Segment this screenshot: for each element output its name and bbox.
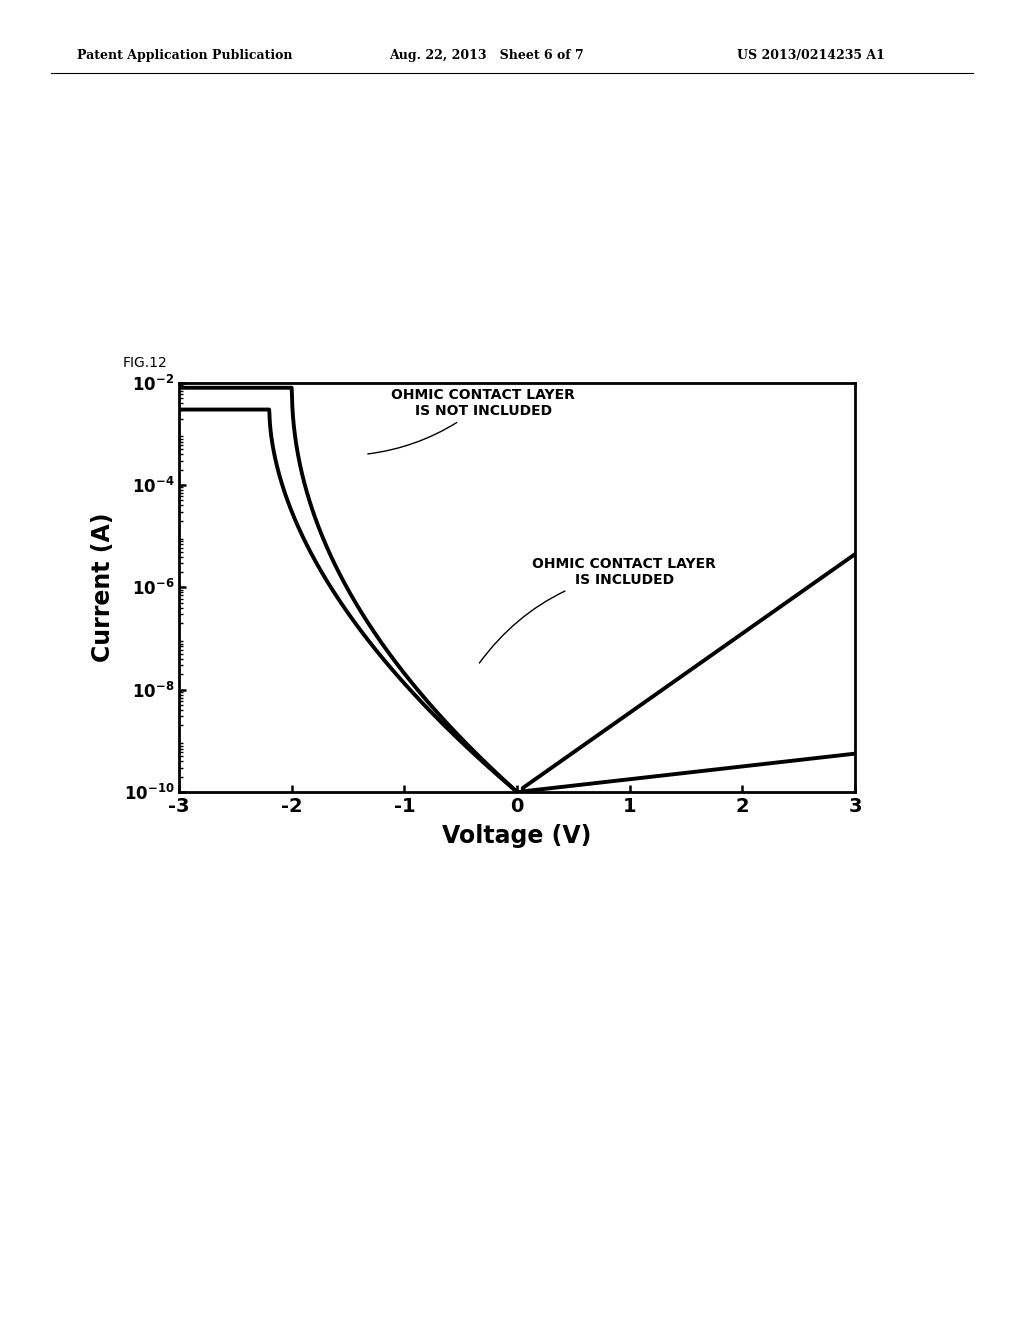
Text: FIG.12: FIG.12: [123, 356, 168, 370]
Text: OHMIC CONTACT LAYER
IS NOT INCLUDED: OHMIC CONTACT LAYER IS NOT INCLUDED: [368, 388, 575, 454]
X-axis label: Voltage (V): Voltage (V): [442, 824, 592, 849]
Y-axis label: Current (A): Current (A): [91, 512, 116, 663]
Text: US 2013/0214235 A1: US 2013/0214235 A1: [737, 49, 885, 62]
Text: Patent Application Publication: Patent Application Publication: [77, 49, 292, 62]
Text: Aug. 22, 2013   Sheet 6 of 7: Aug. 22, 2013 Sheet 6 of 7: [389, 49, 584, 62]
Text: OHMIC CONTACT LAYER
IS INCLUDED: OHMIC CONTACT LAYER IS INCLUDED: [479, 557, 716, 663]
